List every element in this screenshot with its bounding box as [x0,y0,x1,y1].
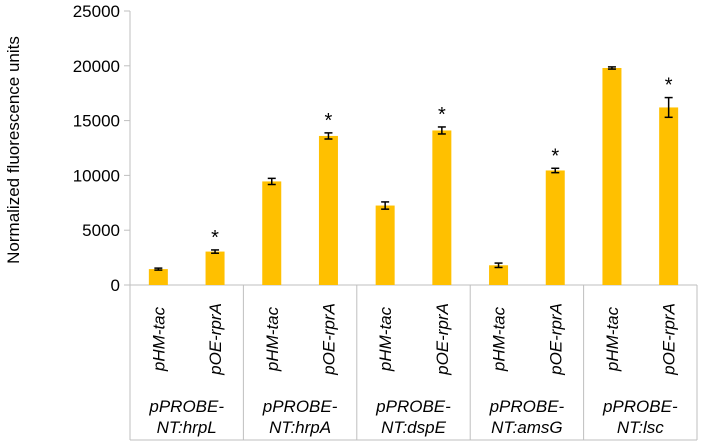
bar [375,205,395,285]
group-label-line1: pPROBE- [602,397,678,416]
bar [489,265,509,285]
group-label-line1: pPROBE- [489,397,565,416]
group-label-line2: NT:dspE [381,418,447,437]
group-label-line2: NT:hrpA [269,418,331,437]
group-label-line2: NT:amsG [491,418,562,437]
y-tick-label: 0 [111,276,120,295]
axes-layer: 0 5000 10000 15000 20000 25000 Normalized fluo… [4,2,698,441]
bar [602,67,622,285]
bar [545,170,565,285]
significance-marker: * [438,104,446,126]
category-label: pOE-rprA [546,303,565,376]
group-label-line2: NT:hrpL [157,418,217,437]
y-tick-label: 20000 [73,57,120,76]
y-tick-label: 5000 [82,221,120,240]
significance-marker: * [325,110,333,132]
category-label: pOE-rprA [319,303,338,376]
y-axis-title: Normalized fluorescence units [4,36,23,264]
y-tick-label: 25000 [73,2,120,21]
category-label: pOE-rprA [660,303,679,376]
category-label: pHM-tac [263,306,282,372]
significance-marker: * [551,145,559,167]
bar [432,130,452,285]
bar [318,135,338,285]
category-label: pOE-rprA [206,303,225,376]
category-label: pHM-tac [376,306,395,372]
category-label: pHM-tac [149,306,168,372]
labels-layer: pHM-tac pOE-rprA pPROBE- NT:hrpL pHM-tac pOE-… [148,303,678,437]
significance-marker: * [665,75,673,97]
group-label-line1: pPROBE- [375,397,451,416]
group-label-line2: NT:lsc [617,418,664,437]
y-tick-label: 15000 [73,112,120,131]
significance-marker: * [211,227,219,249]
group-label-line1: pPROBE- [148,397,224,416]
bar [148,269,168,285]
bars-layer: * * * * * [148,66,679,285]
bar [659,107,679,285]
category-label: pHM-tac [603,306,622,372]
category-label: pHM-tac [490,306,509,372]
group-label-line1: pPROBE- [262,397,338,416]
y-tick-label: 10000 [73,166,120,185]
bar [262,181,282,285]
category-label: pOE-rprA [433,303,452,376]
bar [205,251,225,285]
